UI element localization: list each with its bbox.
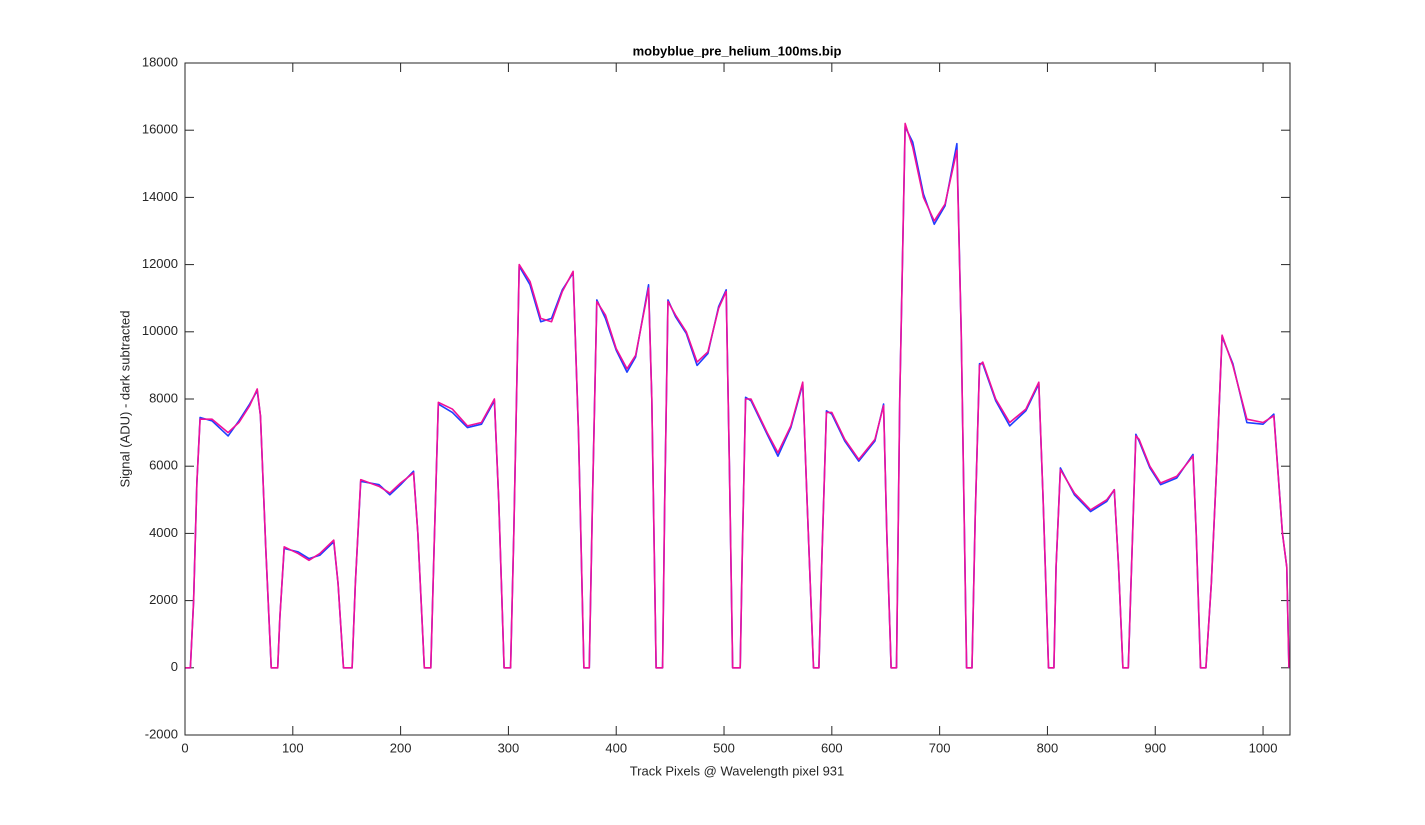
- y-tick-label: 10000: [142, 323, 178, 338]
- y-tick-label: 18000: [142, 54, 178, 69]
- x-tick-label: 300: [498, 740, 520, 755]
- axes-box: [184, 62, 1291, 736]
- plot-area: [185, 63, 1290, 735]
- y-tick-label: 6000: [149, 458, 178, 473]
- x-axis-label: Track Pixels @ Wavelength pixel 931: [630, 763, 845, 778]
- x-tick-label: 700: [929, 740, 951, 755]
- series-line: [185, 122, 1290, 669]
- x-tick-label: 900: [1144, 740, 1166, 755]
- y-tick-label: 12000: [142, 256, 178, 271]
- y-tick-label: 8000: [149, 390, 178, 405]
- y-axis-label: Signal (ADU) - dark subtracted: [117, 310, 132, 487]
- x-tick-label: 600: [821, 740, 843, 755]
- y-tick-label: 16000: [142, 122, 178, 137]
- x-tick-label: 1000: [1249, 740, 1278, 755]
- x-tick-label: 800: [1037, 740, 1059, 755]
- x-tick-label: 400: [605, 740, 627, 755]
- x-tick-label: 500: [713, 740, 735, 755]
- y-tick-label: 14000: [142, 189, 178, 204]
- x-tick-label: 100: [282, 740, 304, 755]
- chart-title: mobyblue_pre_helium_100ms.bip: [633, 43, 842, 58]
- y-tick-label: 2000: [149, 592, 178, 607]
- x-tick-label: 200: [390, 740, 412, 755]
- y-tick-label: 4000: [149, 525, 178, 540]
- y-tick-label: 0: [171, 659, 178, 674]
- x-tick-label: 0: [181, 740, 188, 755]
- y-tick-label: -2000: [145, 726, 178, 741]
